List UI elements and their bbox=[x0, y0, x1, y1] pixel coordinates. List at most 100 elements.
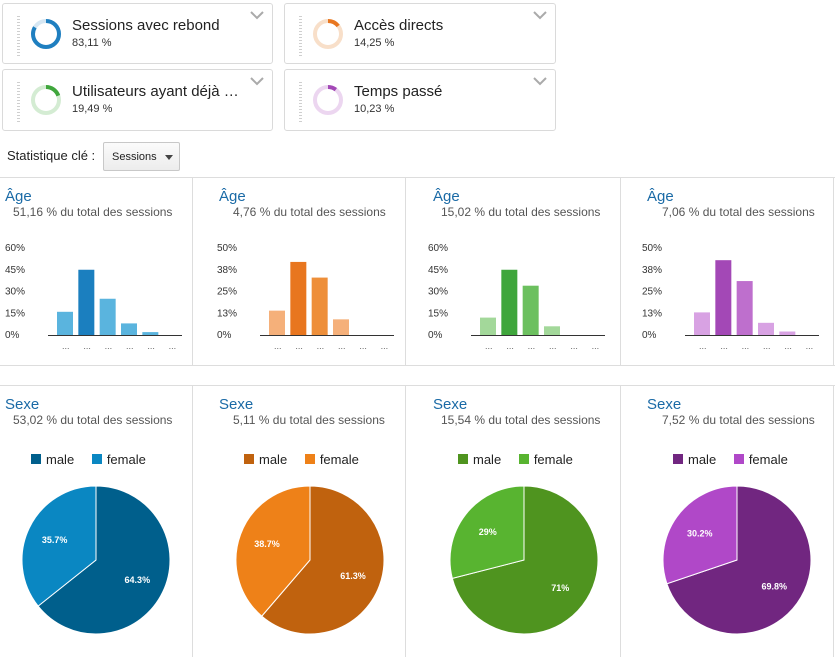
age-bar[interactable] bbox=[121, 323, 137, 335]
legend-label: female bbox=[106, 452, 146, 467]
age-bar[interactable] bbox=[779, 331, 796, 335]
gender-subtitle: 53,02 % du total des sessions bbox=[13, 413, 173, 427]
age-title[interactable]: Âge bbox=[219, 188, 246, 205]
chevron-down-icon[interactable] bbox=[533, 10, 547, 20]
age-bar[interactable] bbox=[142, 332, 159, 335]
legend-item-female[interactable]: female bbox=[518, 452, 573, 467]
segment-card-direct[interactable]: Accès directs 14,25 % bbox=[284, 3, 556, 64]
legend-swatch bbox=[518, 454, 529, 464]
gender-title[interactable]: Sexe bbox=[433, 396, 468, 413]
drag-handle[interactable] bbox=[299, 82, 302, 124]
age-bar[interactable] bbox=[311, 277, 328, 335]
gender-title[interactable]: Sexe bbox=[219, 396, 254, 413]
pie-slice-female[interactable] bbox=[21, 485, 97, 607]
legend-item-male[interactable]: male bbox=[673, 452, 716, 467]
age-bar[interactable] bbox=[78, 269, 95, 335]
x-tick-label: ... bbox=[528, 341, 536, 351]
gender-subtitle: 15,54 % du total des sessions bbox=[441, 413, 601, 427]
legend-item-female[interactable]: female bbox=[91, 452, 146, 467]
legend-label: female bbox=[748, 452, 788, 467]
age-subtitle: 15,02 % du total des sessions bbox=[441, 205, 601, 219]
y-tick-label: 60% bbox=[428, 243, 448, 254]
age-bar[interactable] bbox=[333, 319, 349, 335]
pie-slice-female[interactable] bbox=[235, 485, 311, 617]
pie-slice-female[interactable] bbox=[662, 485, 738, 585]
pie-slice-male[interactable] bbox=[261, 485, 385, 635]
age-bar[interactable] bbox=[522, 285, 539, 335]
age-bar-chart: 60% 45% 30% 15% 0%.................. bbox=[5, 243, 182, 351]
age-subtitle: 7,06 % du total des sessions bbox=[662, 205, 815, 219]
age-bar[interactable] bbox=[269, 310, 285, 335]
chevron-down-icon[interactable] bbox=[250, 76, 264, 86]
age-title[interactable]: Âge bbox=[433, 188, 460, 205]
age-bar-chart: 50% 38% 25% 13% 0%.................. bbox=[217, 243, 394, 351]
donut-icon bbox=[313, 85, 343, 115]
age-bar[interactable] bbox=[290, 261, 307, 335]
donut-icon bbox=[31, 19, 61, 49]
pie-slice-female[interactable] bbox=[449, 485, 525, 580]
age-bar[interactable] bbox=[501, 269, 518, 335]
chevron-down-icon[interactable] bbox=[250, 10, 264, 20]
age-bar[interactable] bbox=[715, 260, 732, 335]
pie-slice-male[interactable] bbox=[37, 485, 171, 635]
chevron-down-icon[interactable] bbox=[533, 76, 547, 86]
legend-item-male[interactable]: male bbox=[458, 452, 501, 467]
legend-item-female[interactable]: female bbox=[733, 452, 788, 467]
gender-title[interactable]: Sexe bbox=[5, 396, 40, 413]
drag-handle[interactable] bbox=[17, 16, 20, 58]
pie-slice-male[interactable] bbox=[666, 485, 812, 635]
age-bar[interactable] bbox=[99, 298, 116, 335]
segment-card-bounce[interactable]: Sessions avec rebond 83,11 % bbox=[2, 3, 273, 64]
x-tick-label: ... bbox=[169, 341, 177, 351]
segment-value: 10,23 % bbox=[354, 103, 395, 115]
age-bar[interactable] bbox=[544, 326, 560, 335]
y-tick-label: 0% bbox=[428, 330, 443, 341]
age-bar[interactable] bbox=[736, 281, 753, 335]
age-bar[interactable] bbox=[57, 311, 73, 335]
age-bar[interactable] bbox=[480, 317, 496, 335]
gender-title[interactable]: Sexe bbox=[647, 396, 682, 413]
x-tick-label: ... bbox=[763, 341, 771, 351]
segment-value: 83,11 % bbox=[72, 37, 112, 49]
age-bar[interactable] bbox=[694, 312, 710, 335]
age-title[interactable]: Âge bbox=[5, 188, 32, 205]
divider bbox=[620, 385, 621, 657]
y-tick-label: 0% bbox=[217, 330, 232, 341]
legend-swatch bbox=[733, 454, 744, 464]
pie-slice-male[interactable] bbox=[451, 485, 599, 635]
gender-pie-chart: 71% 29% bbox=[449, 485, 599, 635]
legend-swatch bbox=[458, 454, 468, 464]
x-tick-label: ... bbox=[381, 341, 389, 351]
x-tick-label: ... bbox=[359, 341, 367, 351]
legend-swatch bbox=[244, 454, 254, 464]
y-tick-label: 25% bbox=[217, 287, 237, 298]
donut-track bbox=[313, 85, 343, 115]
pie-label-male: 61.3% bbox=[340, 571, 366, 581]
divider bbox=[833, 385, 834, 657]
drag-handle[interactable] bbox=[17, 82, 20, 124]
legend-item-male[interactable]: male bbox=[31, 452, 74, 467]
age-title[interactable]: Âge bbox=[647, 188, 674, 205]
x-tick-label: ... bbox=[806, 341, 814, 351]
x-tick-label: ... bbox=[126, 341, 134, 351]
segment-card-returning[interactable]: Utilisateurs ayant déjà vi... 19,49 % bbox=[2, 69, 273, 131]
segment-card-time[interactable]: Temps passé 10,23 % bbox=[284, 69, 556, 131]
pie-label-female: 35.7% bbox=[42, 535, 68, 545]
y-tick-label: 30% bbox=[428, 287, 448, 298]
statistic-select[interactable]: Sessions bbox=[103, 142, 180, 171]
pie-label-male: 64.3% bbox=[125, 575, 151, 585]
legend-item-female[interactable]: female bbox=[304, 452, 359, 467]
donut-fill bbox=[313, 19, 343, 49]
y-tick-label: 13% bbox=[217, 308, 237, 319]
pie-label-female: 38.7% bbox=[254, 539, 280, 549]
legend-item-male[interactable]: male bbox=[244, 452, 287, 467]
x-tick-label: ... bbox=[83, 341, 91, 351]
dropdown-arrow-icon bbox=[165, 155, 173, 160]
legend-label: female bbox=[533, 452, 573, 467]
x-tick-label: ... bbox=[570, 341, 578, 351]
age-bar[interactable] bbox=[758, 322, 774, 335]
statistic-selected-value: Sessions bbox=[112, 151, 157, 163]
x-tick-label: ... bbox=[147, 341, 155, 351]
drag-handle[interactable] bbox=[299, 16, 302, 58]
gender-pie-chart: 64.3% 35.7% bbox=[21, 485, 171, 635]
